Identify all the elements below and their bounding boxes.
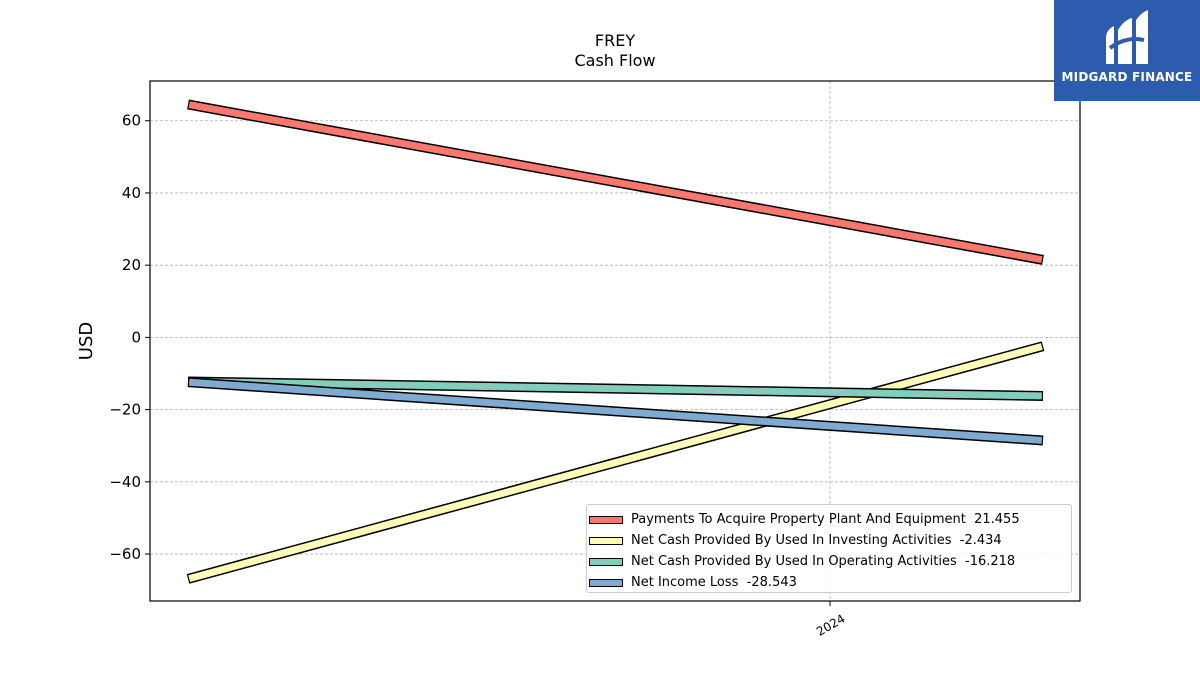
y-tick-label: −60 (109, 545, 141, 563)
chart-legend: Payments To Acquire Property Plant And E… (586, 504, 1072, 593)
series-line (188, 101, 1043, 264)
legend-label: Net Cash Provided By Used In Investing A… (631, 533, 1002, 548)
y-tick-label: −40 (109, 473, 141, 491)
legend-item: Net Cash Provided By Used In Investing A… (587, 530, 1071, 551)
y-tick-label: 40 (122, 184, 141, 202)
legend-label: Net Income Loss -28.543 (631, 575, 797, 590)
brand-logo-icon (1106, 10, 1148, 64)
legend-swatch (589, 557, 623, 566)
legend-item: Payments To Acquire Property Plant And E… (587, 509, 1071, 530)
series-line (188, 378, 1043, 444)
series-line (188, 343, 1043, 583)
series-line (189, 377, 1042, 400)
brand-logo-text: MIDGARD FINANCE (1061, 70, 1193, 84)
y-tick-label: 20 (122, 256, 141, 274)
y-tick-label: 0 (131, 328, 141, 346)
chart-title: FREY Cash Flow (150, 31, 1080, 71)
x-tick-label: 2024 (814, 611, 847, 638)
legend-item: Net Cash Provided By Used In Operating A… (587, 551, 1071, 572)
legend-item: Net Income Loss -28.543 (587, 572, 1071, 593)
chart-title-line1: FREY (594, 31, 636, 50)
y-tick-label: 60 (122, 112, 141, 130)
plot-area-frame (149, 80, 1081, 602)
legend-label: Net Cash Provided By Used In Operating A… (631, 554, 1016, 569)
legend-label: Payments To Acquire Property Plant And E… (631, 512, 1020, 527)
brand-logo: MIDGARD FINANCE (1054, 0, 1200, 101)
chart-subtitle: Cash Flow (574, 51, 656, 70)
legend-swatch (589, 536, 623, 545)
legend-swatch (589, 578, 623, 587)
legend-swatch (589, 515, 623, 524)
series-layer (186, 99, 1045, 584)
y-tick-label: −20 (109, 401, 141, 419)
y-axis-label: USD (76, 322, 97, 360)
